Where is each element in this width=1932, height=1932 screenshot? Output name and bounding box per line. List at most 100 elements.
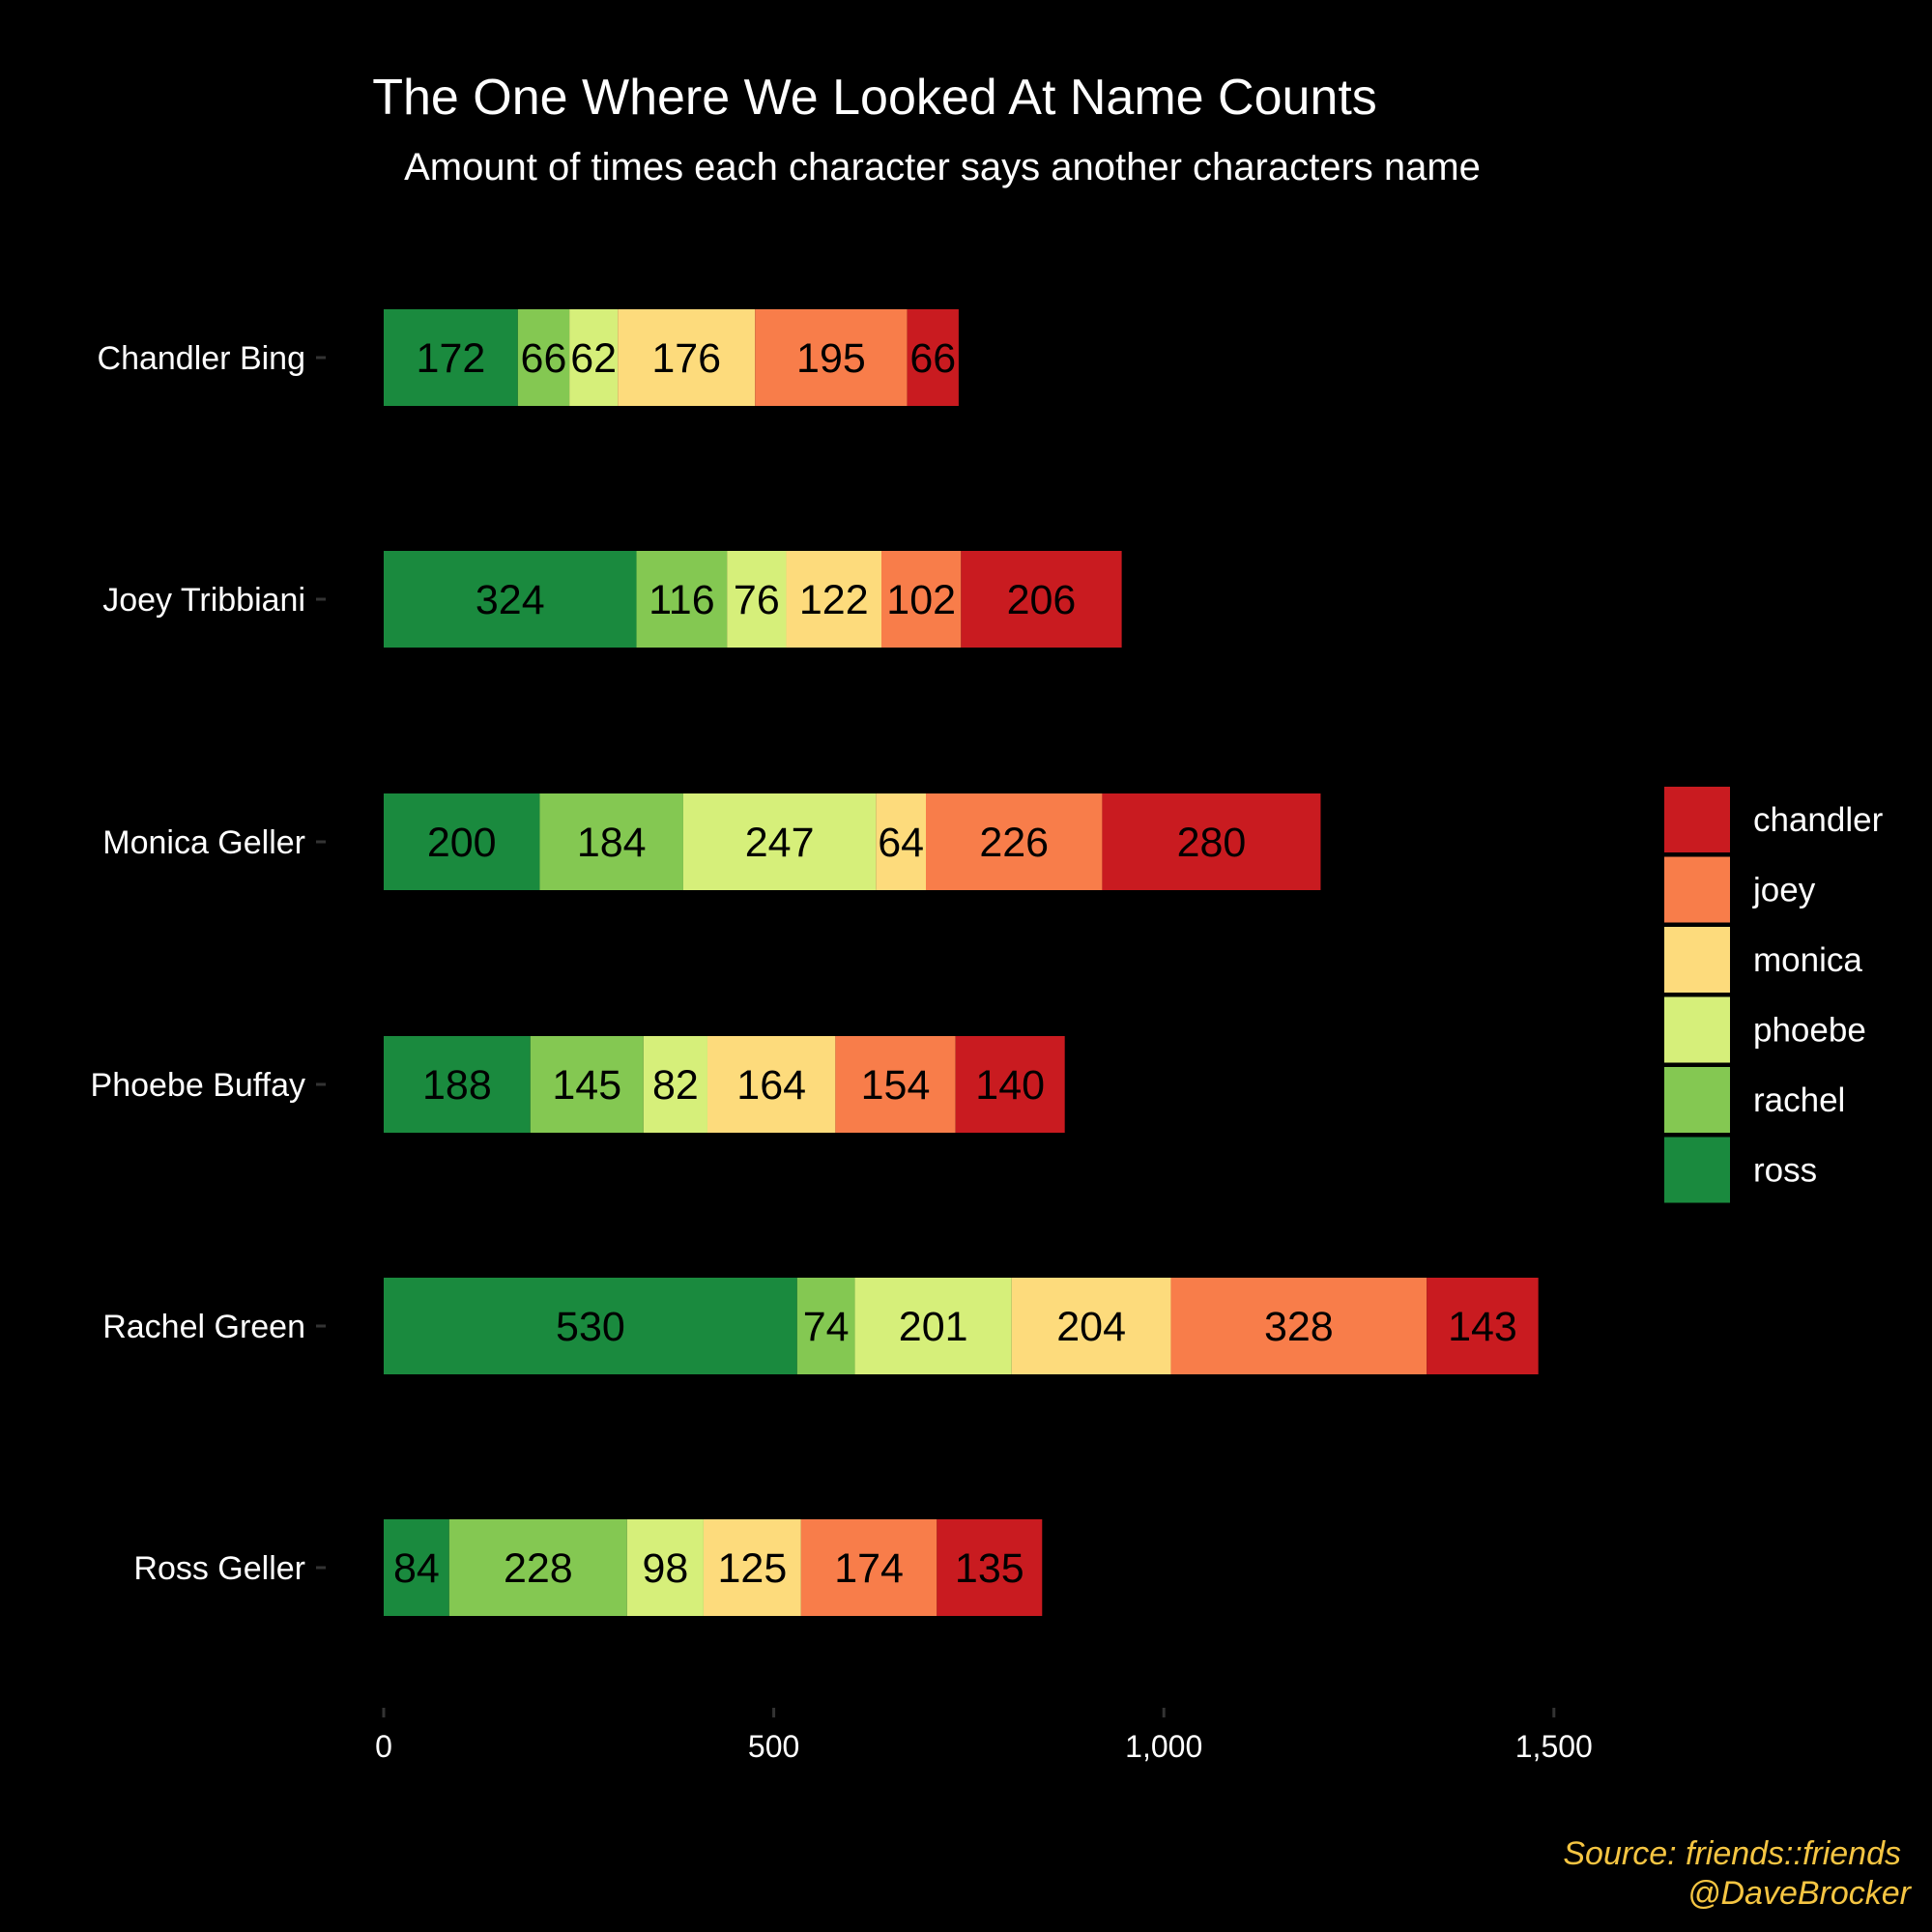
data-label: 74 (803, 1304, 850, 1350)
data-label: 176 (651, 335, 721, 382)
bar-segment-monica (618, 309, 756, 406)
x-tick-label: 1,000 (1125, 1729, 1202, 1764)
bar-segment-joey (835, 1036, 956, 1133)
data-label: 116 (649, 577, 715, 623)
bar-segment-chandler (961, 551, 1122, 648)
data-label: 247 (745, 820, 815, 866)
bar-segment-ross (384, 309, 518, 406)
bar-segment-ross (384, 1519, 449, 1616)
bar-segment-chandler (907, 309, 959, 406)
bar-segment-monica (1011, 1278, 1171, 1374)
bar-segment-phoebe (643, 1036, 707, 1133)
bar-segment-joey (1170, 1278, 1427, 1374)
x-tick-label: 500 (748, 1729, 799, 1764)
bar-segment-monica (876, 793, 927, 890)
legend-swatch-ross (1664, 1137, 1730, 1203)
data-label: 145 (552, 1062, 621, 1109)
bar-segment-chandler (1102, 793, 1321, 890)
data-label: 98 (642, 1545, 688, 1592)
bar-segment-monica (786, 551, 881, 648)
bar-segment-chandler (955, 1036, 1065, 1133)
x-tick-label: 1,500 (1515, 1729, 1593, 1764)
data-label: 206 (1007, 577, 1077, 623)
legend: chandler joey monica phoebe rachel ross (1664, 787, 1884, 1203)
data-label: 164 (736, 1062, 806, 1109)
legend-swatch-monica (1664, 927, 1730, 993)
data-label: 200 (427, 820, 497, 866)
bar-segment-joey (755, 309, 908, 406)
bar-segment-phoebe (727, 551, 787, 648)
data-label: 174 (834, 1545, 904, 1592)
caption-author: @DaveBrocker (1687, 1875, 1913, 1912)
data-label: 84 (393, 1545, 440, 1592)
data-label: 280 (1177, 820, 1247, 866)
plot-area: Chandler Bing Joey Tribbiani Monica Geller… (91, 309, 1593, 1764)
bar-segment-rachel (530, 1036, 644, 1133)
bar-segment-rachel (517, 309, 570, 406)
bar-segment-rachel (796, 1278, 855, 1374)
data-label: 66 (909, 335, 956, 382)
chart-title: The One Where We Looked At Name Counts (372, 70, 1377, 126)
data-label: 62 (570, 335, 617, 382)
chart-subtitle: Amount of times each character says anot… (404, 146, 1481, 188)
legend-label-chandler: chandler (1753, 801, 1884, 839)
data-label: 76 (734, 577, 780, 623)
bar-segment-rachel (539, 793, 683, 890)
data-label: 140 (975, 1062, 1045, 1109)
y-tick-label: Joey Tribbiani (102, 582, 305, 619)
bar-segment-ross (384, 793, 540, 890)
legend-swatch-rachel (1664, 1067, 1730, 1133)
bar-segment-ross (384, 1036, 531, 1133)
caption-source: Source: friends::friends (1563, 1835, 1901, 1872)
data-label: 122 (799, 577, 869, 623)
data-label: 154 (861, 1062, 931, 1109)
bar-segment-phoebe (854, 1278, 1012, 1374)
bar-segment-joey (880, 551, 962, 648)
bar-segment-ross (384, 1278, 797, 1374)
data-label: 188 (422, 1062, 492, 1109)
data-label: 184 (577, 820, 647, 866)
data-label: 226 (979, 820, 1049, 866)
bar-segment-phoebe (682, 793, 877, 890)
y-tick-label: Phoebe Buffay (91, 1067, 305, 1104)
data-label: 64 (878, 820, 924, 866)
data-label: 66 (521, 335, 567, 382)
bar-segment-monica (703, 1519, 801, 1616)
legend-swatch-chandler (1664, 787, 1730, 852)
data-label: 328 (1264, 1304, 1334, 1350)
legend-swatch-phoebe (1664, 996, 1730, 1063)
data-label: 135 (955, 1545, 1024, 1592)
bar-segment-joey (800, 1519, 937, 1616)
legend-label-rachel: rachel (1753, 1081, 1845, 1119)
data-label: 82 (652, 1062, 699, 1109)
bar-segment-phoebe (626, 1519, 704, 1616)
data-label: 195 (796, 335, 866, 382)
data-label: 204 (1056, 1304, 1126, 1350)
data-label: 143 (1448, 1304, 1517, 1350)
bar-segment-rachel (448, 1519, 627, 1616)
data-label: 324 (476, 577, 545, 623)
legend-label-joey: joey (1752, 872, 1816, 909)
bar-segment-chandler (1427, 1278, 1539, 1374)
y-tick-label: Chandler Bing (98, 340, 305, 377)
legend-label-ross: ross (1753, 1152, 1817, 1190)
bar-segment-ross (384, 551, 637, 648)
bar-segment-rachel (636, 551, 728, 648)
legend-label-phoebe: phoebe (1753, 1012, 1866, 1050)
legend-swatch-joey (1664, 856, 1730, 923)
data-label: 125 (718, 1545, 788, 1592)
data-label: 530 (556, 1304, 625, 1350)
legend-label-monica: monica (1753, 941, 1862, 979)
data-label: 102 (886, 577, 956, 623)
data-label: 201 (899, 1304, 968, 1350)
data-label: 172 (417, 335, 486, 382)
data-label: 228 (504, 1545, 573, 1592)
y-tick-label: Monica Geller (102, 824, 305, 861)
bar-segment-joey (926, 793, 1103, 890)
bar-segment-chandler (937, 1519, 1043, 1616)
y-tick-label: Ross Geller (133, 1550, 305, 1587)
bar-segment-monica (706, 1036, 836, 1133)
y-tick-label: Rachel Green (102, 1309, 305, 1345)
